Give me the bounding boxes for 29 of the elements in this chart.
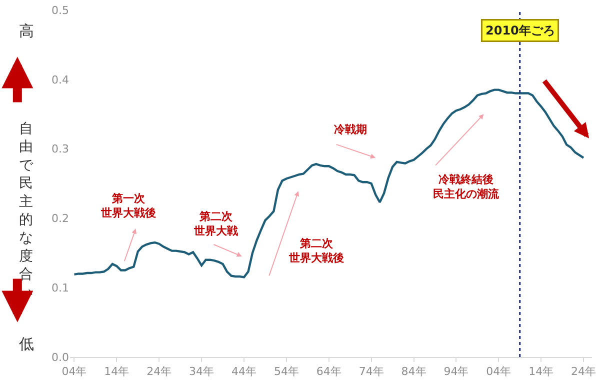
line-series xyxy=(73,88,585,278)
annotation: 第二次世界大戦後 xyxy=(288,237,344,264)
x-tick-label: 34年 xyxy=(189,365,214,378)
x-tick-label: 04年 xyxy=(486,365,512,378)
x-tick-label: 24年 xyxy=(146,365,172,378)
y-tick-label: 0.0 xyxy=(52,350,69,364)
x-tick-label: 14年 xyxy=(104,365,130,378)
text: 自由で民主的な度合 xyxy=(19,121,33,283)
annotation: 第一次世界大戦後 xyxy=(100,192,156,220)
annotation: 冷戦終結後民主化の潮流 xyxy=(433,173,500,200)
x-tick-label: 54年 xyxy=(274,365,299,378)
y-tick-label: 0.4 xyxy=(52,73,69,86)
y-tick-label: 0.2 xyxy=(52,212,69,226)
x-tick-label: 04年 xyxy=(62,365,87,378)
y-tick-label: 0.1 xyxy=(52,281,69,294)
x-tick-label: 24年 xyxy=(571,365,596,378)
x-tick-label: 44年 xyxy=(232,365,256,378)
annotation: 2010年ごろ xyxy=(486,24,555,38)
x-tick-label: 14年 xyxy=(528,365,554,378)
text: 低 xyxy=(19,335,34,353)
x-tick-label: 74年 xyxy=(358,365,384,378)
text: 高 xyxy=(19,22,34,40)
x-tick-label: 84年 xyxy=(401,365,426,378)
y-tick-label: 0.5 xyxy=(52,4,69,17)
x-tick-label: 64年 xyxy=(316,365,342,378)
x-tick-label: 94年 xyxy=(444,365,469,378)
annotation: 冷戦期 xyxy=(334,123,367,136)
annotation: 第二次世界大戦 xyxy=(193,210,238,238)
y-tick-label: 0.3 xyxy=(52,142,69,156)
